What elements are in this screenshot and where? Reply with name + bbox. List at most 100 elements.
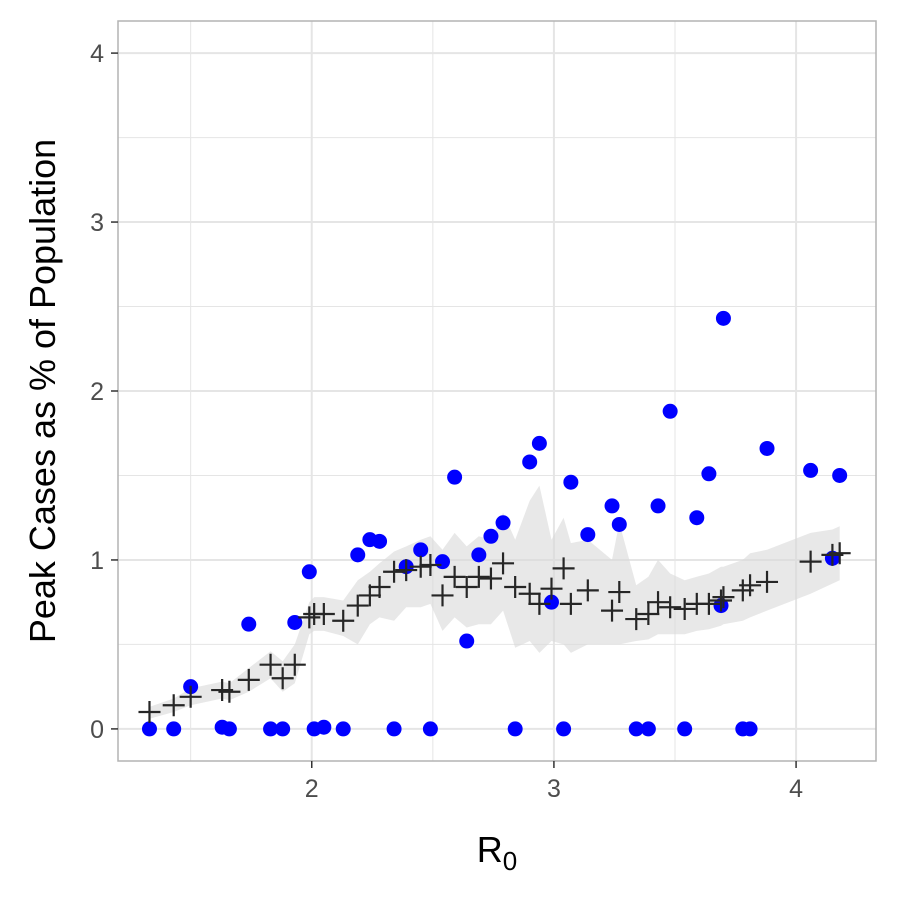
cross-marker (138, 701, 161, 724)
cross-marker (383, 560, 406, 583)
cross-marker (799, 550, 822, 573)
cross-marker (756, 570, 779, 593)
data-point (580, 527, 596, 543)
axis-ticks: 2 3 4 0 1 2 3 4 (90, 40, 803, 803)
cross-marker (368, 575, 391, 598)
cross-marker (346, 594, 369, 617)
cross-marker (828, 542, 851, 565)
cross-marker (298, 606, 321, 629)
cross-marker (162, 694, 185, 717)
data-point (350, 547, 366, 563)
y-axis-title: Peak Cases as % of Population (22, 139, 63, 643)
data-point (640, 721, 656, 737)
data-point (372, 533, 388, 549)
cross-marker (332, 609, 355, 632)
cross-marker (647, 591, 670, 614)
cross-marker (443, 565, 466, 588)
y-tick-label: 4 (90, 40, 104, 68)
cross-marker (659, 596, 682, 619)
data-point (611, 516, 627, 532)
cross-marker (540, 577, 563, 600)
cross-marker (559, 592, 582, 615)
cross-marker (608, 581, 631, 604)
data-point (689, 510, 705, 526)
x-tick-label: 2 (305, 775, 319, 803)
data-point (483, 528, 499, 544)
data-point (677, 721, 693, 737)
x-axis-title-main: R (477, 829, 503, 870)
data-point (522, 454, 538, 470)
data-point (275, 721, 291, 737)
data-point (386, 721, 402, 737)
cross-marker (739, 574, 762, 597)
cross-marker (504, 575, 527, 598)
data-point (471, 547, 487, 563)
data-point (422, 721, 438, 737)
data-point (715, 310, 731, 326)
data-point (241, 616, 257, 632)
cross-marker (467, 565, 490, 588)
data-point (495, 515, 511, 531)
cross-marker (312, 603, 335, 626)
cross-marker (518, 582, 541, 605)
data-point (628, 721, 644, 737)
cross-marker (179, 685, 202, 708)
data-point (556, 721, 572, 737)
data-point (662, 403, 678, 419)
cross-marker (395, 559, 418, 582)
data-point (447, 469, 463, 485)
cross-marker (552, 557, 575, 580)
cross-marker (259, 653, 282, 676)
x-tick-label: 3 (547, 775, 561, 803)
cross-marker (710, 589, 733, 612)
data-point (316, 719, 332, 735)
cross-marker (455, 575, 478, 598)
cross-marker (673, 597, 696, 620)
data-point (543, 594, 559, 610)
data-point (221, 721, 237, 737)
cross-marker (492, 552, 515, 575)
data-point (413, 542, 429, 558)
y-tick-label: 0 (90, 716, 104, 744)
data-point (459, 633, 475, 649)
cross-marker (419, 554, 442, 577)
cross-marker (576, 579, 599, 602)
data-point (166, 721, 182, 737)
data-point (742, 721, 758, 737)
data-point (701, 466, 717, 482)
data-point (650, 498, 666, 514)
data-point (604, 498, 620, 514)
x-tick-label: 4 (789, 775, 803, 803)
data-point (531, 435, 547, 451)
data-point (335, 721, 351, 737)
cross-marker (712, 586, 735, 609)
x-axis-title-subscript: 0 (503, 846, 517, 876)
cross-marker (218, 680, 241, 703)
data-point (507, 721, 523, 737)
cross-marker (431, 584, 454, 607)
data-point (287, 614, 303, 630)
cross-markers (138, 542, 851, 724)
data-point (759, 440, 775, 456)
cross-marker (697, 592, 720, 615)
cross-marker (479, 567, 502, 590)
confidence-band (149, 485, 840, 719)
cross-marker (237, 668, 260, 691)
cross-marker (409, 555, 432, 578)
confidence-band-area (149, 485, 840, 719)
cross-marker (601, 599, 624, 622)
cross-marker (283, 653, 306, 676)
data-point (435, 554, 451, 570)
y-tick-label: 3 (90, 209, 104, 237)
cross-marker (528, 592, 551, 615)
data-point (803, 462, 819, 478)
cross-marker (625, 608, 648, 631)
y-tick-label: 1 (90, 547, 104, 575)
cross-marker (358, 584, 381, 607)
cross-marker (637, 603, 660, 626)
cross-marker (271, 667, 294, 690)
y-tick-label: 2 (90, 378, 104, 406)
data-point (263, 721, 279, 737)
data-point (301, 564, 317, 580)
